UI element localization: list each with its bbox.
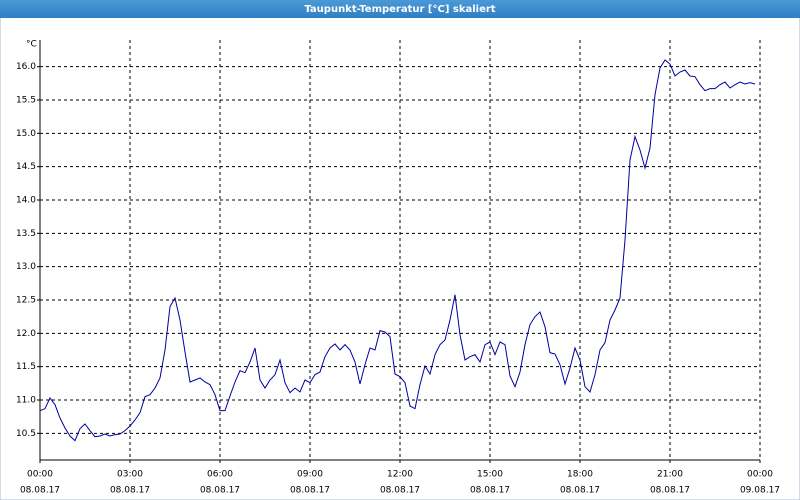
x-tick-label: 03:00 [117,470,143,480]
title-bar [0,0,800,18]
x-tick-date: 08.08.17 [290,486,330,496]
y-tick-label: 14.5 [16,162,36,172]
y-tick-label: 14.0 [16,196,36,206]
y-tick-label: 15.5 [16,96,36,106]
y-tick-label: 16.0 [16,62,36,72]
x-tick-label: 12:00 [387,470,413,480]
x-tick-date: 08.08.17 [380,486,420,496]
data-line [39,59,756,442]
x-tick-date: 08.08.17 [110,486,150,496]
chart-title: Taupunkt-Temperatur [°C] skaliert [304,4,495,15]
x-tick-date: 08.08.17 [650,486,690,496]
x-tick-label: 00:00 [747,470,773,480]
x-tick-label: 09:00 [297,470,323,480]
x-tick-date: 09.08.17 [740,486,780,496]
x-tick-label: 18:00 [567,470,593,480]
y-tick-label: 12.0 [16,329,36,339]
y-tick-label: 10.5 [16,429,36,439]
x-tick-date: 08.08.17 [560,486,600,496]
x-tick-label: 06:00 [207,470,233,480]
x-tick-label: 15:00 [477,470,503,480]
y-tick-label: 12.5 [16,296,36,306]
x-tick-date: 08.08.17 [20,486,60,496]
y-tick-label: 13.5 [16,229,36,239]
x-tick-date: 08.08.17 [470,486,510,496]
y-tick-label: 15.0 [16,129,36,139]
x-tick-label: 00:00 [27,470,53,480]
x-tick-date: 08.08.17 [200,486,240,496]
x-tick-label: 21:00 [657,470,683,480]
y-tick-label: 11.5 [16,362,36,372]
y-tick-label: 11.0 [16,396,36,406]
y-tick-label: 13.0 [16,262,36,272]
y-axis-label: °C [26,40,37,50]
